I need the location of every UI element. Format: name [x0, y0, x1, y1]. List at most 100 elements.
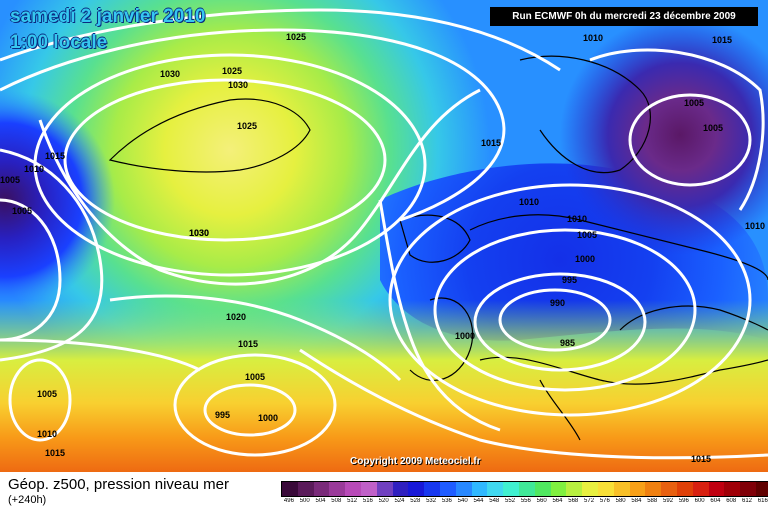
scale-value-label: 596 — [678, 498, 689, 504]
isobar-label: 1020 — [226, 312, 246, 322]
scale-value-label: 584 — [631, 498, 642, 504]
isobar-label: 1030 — [228, 80, 248, 90]
isobar-label: 1010 — [745, 221, 765, 231]
variable-label: Géop. z500, pression niveau mer — [8, 476, 229, 493]
isobar-label: 995 — [215, 410, 230, 420]
scale-swatch — [629, 482, 646, 496]
map-canvas: 1025 1030 1025 1030 1025 1030 1015 1010 … — [0, 0, 768, 472]
scale-value-label: 552 — [505, 498, 516, 504]
isobar-label: 1015 — [238, 339, 258, 349]
scale-swatch — [329, 482, 346, 496]
scale-swatch — [360, 482, 377, 496]
scale-value-label: 516 — [362, 498, 373, 504]
isobars — [0, 8, 768, 460]
southern-warm-field — [0, 300, 768, 472]
scale-swatch — [692, 482, 709, 496]
forecast-date-title: samedi 2 janvier 2010 — [10, 6, 206, 27]
isobar-label: 985 — [560, 338, 575, 348]
scale-value-label: 512 — [347, 498, 358, 504]
isobar-label: 1010 — [583, 33, 603, 43]
scale-swatch — [518, 482, 535, 496]
isobar-label: 1025 — [237, 121, 257, 131]
isobar-label: 1005 — [684, 98, 704, 108]
isobar-label: 1015 — [45, 151, 65, 161]
forecast-map: 1025 1030 1025 1030 1025 1030 1015 1010 … — [0, 0, 768, 472]
scale-swatch — [503, 482, 519, 496]
scale-swatch — [676, 482, 693, 496]
scale-swatch — [439, 482, 456, 496]
scale-value-label: 580 — [615, 498, 626, 504]
color-scale — [281, 481, 768, 497]
isobar-label: 1025 — [222, 66, 242, 76]
scale-swatch — [471, 482, 488, 496]
scale-swatch — [534, 482, 551, 496]
scale-value-label: 592 — [663, 498, 674, 504]
isobar-label: 1000 — [258, 413, 278, 423]
scale-swatch — [392, 482, 409, 496]
scale-swatch — [566, 482, 583, 496]
scale-swatch — [661, 482, 677, 496]
isobar-label: 1015 — [45, 448, 65, 458]
color-scale-labels: 496 500 504 508 512 516 520 524 528 532 536 540 544 5… — [281, 498, 768, 508]
scale-swatch — [550, 482, 567, 496]
scale-swatch — [645, 482, 662, 496]
scale-swatch — [408, 482, 425, 496]
isobar-label: 1015 — [712, 35, 732, 45]
scale-value-label: 568 — [568, 498, 579, 504]
scale-value-label: 572 — [584, 498, 595, 504]
isobar-label: 1015 — [481, 138, 501, 148]
isobar-label: 1005 — [12, 206, 32, 216]
scale-value-label: 540 — [457, 498, 468, 504]
scale-swatch — [376, 482, 393, 496]
isobar-label: 1000 — [575, 254, 595, 264]
scale-value-label: 616 — [757, 498, 768, 504]
scale-swatch — [455, 482, 472, 496]
isobar-label: 1010 — [37, 429, 57, 439]
scale-value-label: 588 — [647, 498, 658, 504]
scale-value-label: 604 — [710, 498, 721, 504]
model-run-info: Run ECMWF 0h du mercredi 23 décembre 200… — [490, 7, 758, 26]
scale-value-label: 560 — [536, 498, 547, 504]
isobar-label: 1030 — [160, 69, 180, 79]
isobar-label: 990 — [550, 298, 565, 308]
scale-swatch — [487, 482, 504, 496]
scale-value-label: 548 — [489, 498, 500, 504]
scale-swatch — [345, 482, 361, 496]
scale-value-label: 564 — [552, 498, 563, 504]
isobar-label: 1000 — [455, 331, 475, 341]
scale-value-label: 528 — [410, 498, 421, 504]
scale-swatch — [297, 482, 314, 496]
isobar-label: 1025 — [286, 32, 306, 42]
scale-value-label: 520 — [378, 498, 389, 504]
isobar-label: 995 — [562, 275, 577, 285]
scale-value-label: 524 — [394, 498, 405, 504]
isobar-label: 1005 — [703, 123, 723, 133]
scale-value-label: 532 — [426, 498, 437, 504]
isobar-label: 1005 — [577, 230, 597, 240]
scale-swatch — [755, 482, 768, 496]
scale-value-label: 496 — [283, 498, 294, 504]
scale-swatch — [282, 482, 298, 496]
scale-swatch — [740, 482, 756, 496]
scale-swatch — [424, 482, 440, 496]
scale-value-label: 536 — [441, 498, 452, 504]
scale-swatch — [708, 482, 725, 496]
scale-value-label: 612 — [742, 498, 753, 504]
isobar-label: 1005 — [37, 389, 57, 399]
scale-swatch — [724, 482, 741, 496]
scale-value-label: 500 — [299, 498, 310, 504]
isobar-label: 1030 — [189, 228, 209, 238]
isobar-label: 1010 — [519, 197, 539, 207]
isobar-label: 1010 — [24, 164, 44, 174]
isobar-label: 1010 — [567, 214, 587, 224]
scale-value-label: 576 — [599, 498, 610, 504]
scale-swatch — [613, 482, 630, 496]
copyright-notice: Copyright 2009 Meteociel.fr — [350, 456, 481, 467]
scale-value-label: 556 — [520, 498, 531, 504]
local-time-subtitle: 1:00 locale — [10, 32, 108, 53]
isobar-label: 1005 — [0, 175, 20, 185]
isobar-label: 1030 — [189, 228, 209, 238]
scale-value-label: 608 — [726, 498, 737, 504]
scale-value-label: 504 — [315, 498, 326, 504]
isobar-labels: 1025 1030 1025 1030 1025 1030 1015 1010 … — [0, 32, 765, 464]
